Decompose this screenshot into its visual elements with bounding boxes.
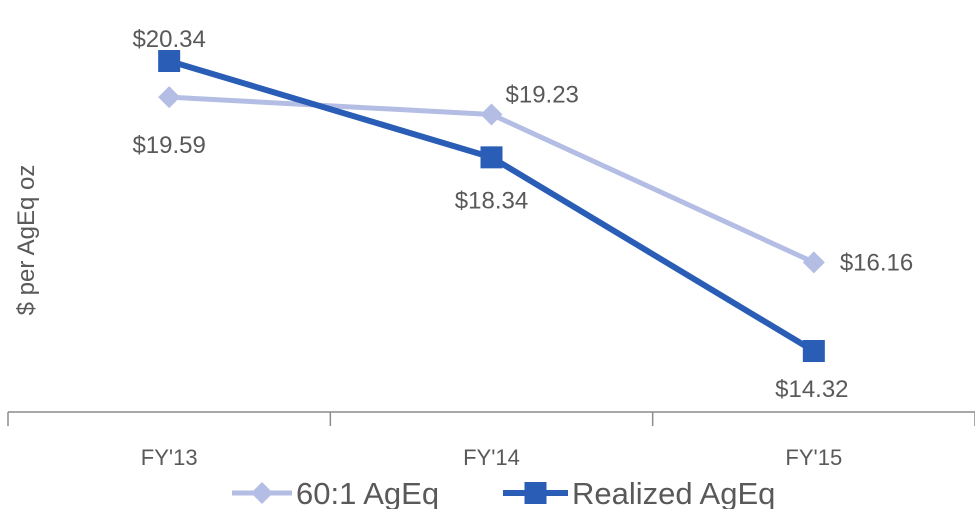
data-point-diamond: [158, 86, 181, 109]
data-label: $19.59: [132, 132, 205, 159]
data-point-square: [158, 50, 181, 72]
data-label: $14.32: [775, 376, 848, 403]
x-tick-label: FY'14: [463, 445, 520, 470]
data-point-square: [480, 146, 503, 169]
series-markers: [158, 50, 825, 362]
data-label: $18.34: [455, 187, 528, 214]
x-axis: FY'13 FY'14 FY'15: [7, 411, 975, 470]
y-axis-title: $ per AgEq oz: [13, 165, 40, 316]
data-label: $19.23: [506, 81, 579, 108]
x-tick-label: FY'15: [785, 445, 842, 470]
legend-label: Realized AgEq: [572, 476, 775, 509]
legend-square-icon: [524, 482, 547, 504]
data-labels: $19.59 $19.23 $16.16 $20.34 $18.34 $14.32: [132, 26, 913, 403]
data-point-square: [802, 340, 825, 362]
legend: 60:1 AgEq Realized AgEq: [232, 476, 775, 509]
x-tick-label: FY'13: [141, 445, 198, 470]
data-label: $16.16: [840, 249, 913, 276]
data-point-diamond: [802, 251, 825, 274]
data-label: $20.34: [132, 26, 205, 53]
data-point-diamond: [480, 103, 503, 126]
legend-diamond-icon: [251, 482, 273, 504]
legend-label: 60:1 AgEq: [296, 476, 439, 509]
